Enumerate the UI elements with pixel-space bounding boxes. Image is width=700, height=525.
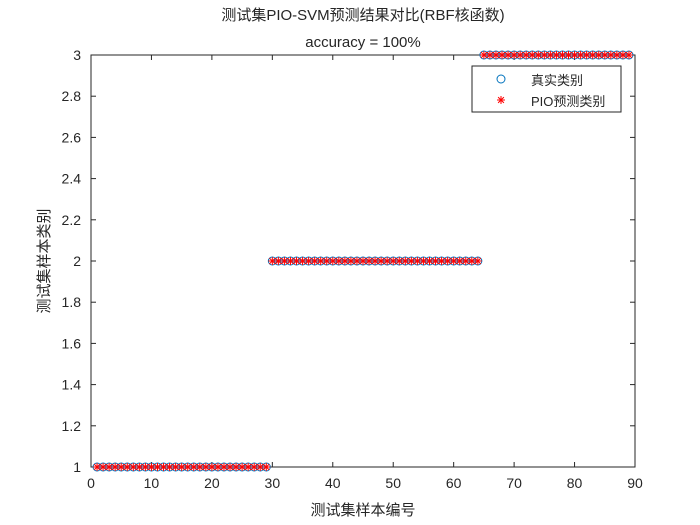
y-tick-label: 1.8 [62,294,82,310]
x-tick-label: 30 [265,475,281,491]
y-tick-label: 1.6 [62,335,82,351]
y-tick-label: 2.8 [62,88,82,104]
data-point-predicted [624,51,633,59]
x-tick-label: 10 [144,475,160,491]
data-point-predicted [510,51,519,59]
data-point-predicted [141,463,150,471]
y-tick-label: 1.4 [62,377,82,393]
legend-marker-asterisk [497,96,505,104]
data-point-predicted [522,51,531,59]
y-tick-label: 2.4 [62,171,82,187]
chart-subtitle: accuracy = 100% [305,34,420,51]
legend-label-predicted-class: PIO预测类别 [531,94,605,109]
data-point-predicted [377,257,386,265]
data-point-predicted [491,51,500,59]
x-axis-label: 测试集样本编号 [310,502,415,519]
plot-area [90,54,636,468]
data-point-predicted [473,257,482,265]
y-axis-label: 测试集样本类别 [36,208,53,313]
data-points [92,50,634,472]
tick-labels: 0 10 20 30 40 50 60 70 80 90 1 1.2 1.4 1.6 1.8 2 2.2 2.4 2… [62,47,643,491]
y-tick-label: 2.6 [62,129,82,145]
chart-title: 测试集PIO-SVM预测结果对比(RBF核函数) [221,7,504,24]
data-point-predicted [304,257,313,265]
data-point-predicted [195,463,204,471]
data-point-predicted [316,257,325,265]
data-point-predicted [431,257,440,265]
data-point-predicted [286,257,295,265]
data-point-predicted [504,51,513,59]
y-tick-label: 1.2 [62,418,82,434]
x-tick-label: 0 [87,475,95,491]
legend-marker-circle [496,74,506,84]
data-point-predicted [407,257,416,265]
x-tick-label: 50 [385,475,401,491]
data-point-predicted [606,51,615,59]
y-tick-label: 1 [73,459,81,475]
y-tick-label: 2 [73,253,81,269]
data-point-predicted [189,463,198,471]
y-tick-label: 2.2 [62,212,82,228]
legend: 真实类别 PIO预测类别 [471,65,622,113]
y-tick-label: 3 [73,47,81,63]
data-point-predicted [274,257,283,265]
data-point-predicted [165,463,174,471]
data-point-predicted [449,257,458,265]
legend-box [471,65,622,113]
data-point-predicted [588,51,597,59]
x-tick-label: 20 [204,475,220,491]
data-point-predicted [383,257,392,265]
data-point-predicted [395,257,404,265]
legend-circle-glyph [496,74,506,84]
data-point-predicted [352,257,361,265]
x-tick-label: 60 [446,475,462,491]
x-tick-label: 70 [506,475,522,491]
data-point-predicted [135,463,144,471]
data-point-predicted [262,463,271,471]
legend-label-true-class: 真实类别 [531,73,583,88]
x-tick-label: 40 [325,475,341,491]
x-tick-label: 80 [567,475,583,491]
x-tick-label: 90 [627,475,643,491]
data-point-predicted [256,463,265,471]
legend-asterisk-glyph [497,96,505,104]
data-point-predicted [455,257,464,265]
